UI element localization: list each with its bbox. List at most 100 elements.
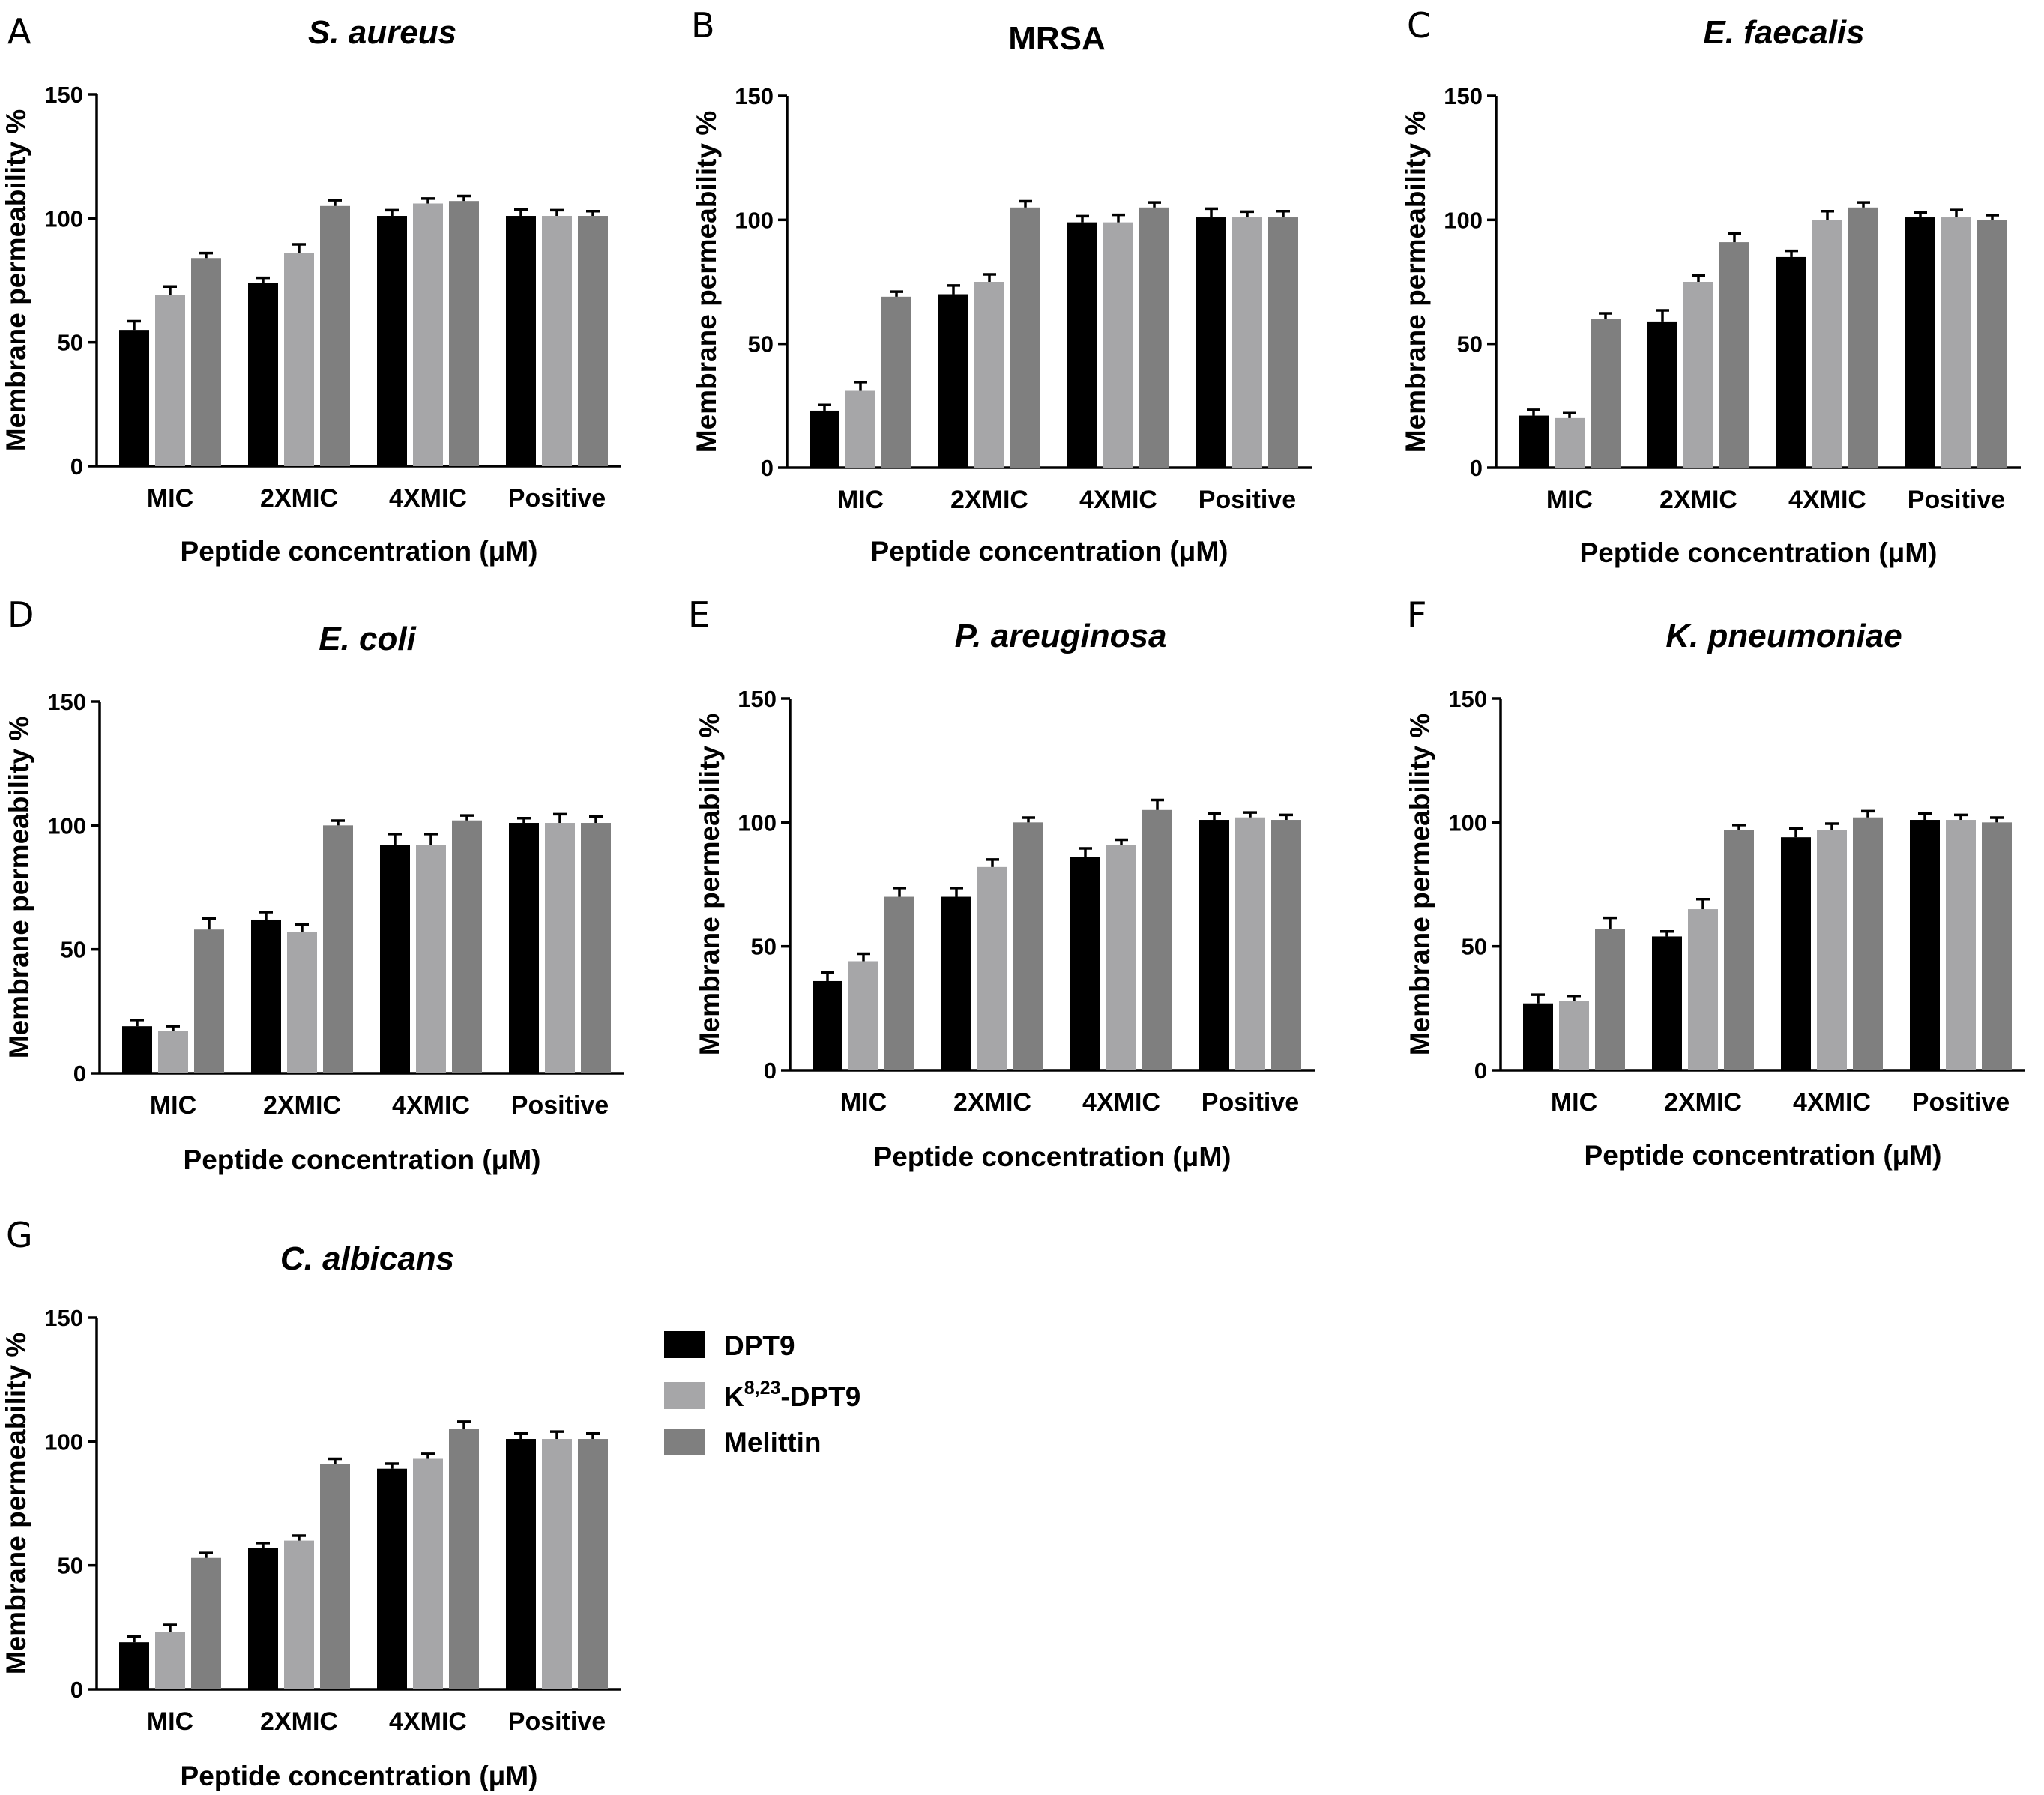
bar-melittin-4xmic	[449, 201, 479, 466]
x-tick-label: 2XMIC	[263, 1091, 341, 1120]
legend-swatch-dpt9	[664, 1331, 705, 1358]
bar-dpt9-mic	[122, 1026, 152, 1073]
bar-melittin-4xmic	[1139, 207, 1169, 468]
bar-k8-23-dpt9-mic	[1555, 417, 1585, 468]
bar-k8-23-dpt9-mic	[845, 390, 875, 468]
bar-k8-23-dpt9-positive	[1941, 217, 1971, 468]
bar-dpt9-positive	[1910, 820, 1940, 1070]
bar-melittin-positive	[1271, 820, 1301, 1070]
x-tick-label: Positive	[508, 1707, 606, 1736]
x-tick-label: MIC	[147, 484, 193, 513]
bar-k8-23-dpt9-mic	[1559, 1001, 1589, 1070]
chart-panel-f: F K. pneumoniae 0 50 100 150 Membrane permeabi…	[1405, 594, 2025, 1171]
x-axis-label: Peptide concentration (μM)	[181, 1761, 538, 1791]
chart-panel-c: C E. faecalis 0 50 100 150 Membrane permeabili…	[1400, 5, 2021, 568]
y-axis-label: Membrane permeability %	[1, 109, 31, 451]
legend-swatch-k823-dpt9	[664, 1382, 705, 1409]
x-axis-label: Peptide concentration (μM)	[1585, 1140, 1942, 1171]
x-tick-label: 2XMIC	[260, 1707, 338, 1736]
chart-panel-g: G C. albicans 0 50 100 150 Membrane permeabili…	[1, 1215, 621, 1791]
bar-melittin-2xmic	[323, 825, 353, 1073]
bar-melittin-4xmic	[1853, 817, 1883, 1070]
bar-k8-23-dpt9-2xmic	[284, 1540, 314, 1689]
bar-dpt9-positive	[1196, 217, 1226, 468]
y-tick-label: 100	[1444, 207, 1483, 233]
x-tick-label: 4XMIC	[389, 1707, 467, 1736]
bar-k8-23-dpt9-2xmic	[974, 282, 1004, 468]
y-tick-label: 50	[1462, 934, 1487, 960]
y-tick-label: 150	[1448, 686, 1487, 712]
y-tick-label: 150	[738, 686, 777, 712]
x-tick-label: MIC	[840, 1088, 887, 1117]
bar-k8-23-dpt9-positive	[1946, 820, 1976, 1070]
y-axis-label: Membrane permeability %	[694, 714, 725, 1055]
bar-melittin-4xmic	[449, 1429, 479, 1689]
y-tick-label: 50	[1457, 331, 1483, 358]
panel-letter: B	[691, 5, 715, 46]
bar-dpt9-mic	[1523, 1003, 1553, 1070]
bar-dpt9-mic	[119, 1642, 149, 1689]
panel-letter: E	[688, 594, 710, 635]
y-tick-label: 50	[58, 330, 83, 356]
legend-label-k823-sup: 8,23	[744, 1378, 781, 1399]
bar-melittin-2xmic	[1013, 822, 1043, 1070]
panel-letter: D	[7, 594, 34, 635]
chart-title: E. faecalis	[1703, 14, 1864, 51]
chart-panel-b: B MRSA 0 50 100 150 Membrane permeability % MIC…	[691, 5, 1312, 567]
x-tick-label: 4XMIC	[1079, 486, 1157, 514]
panel-letter: G	[6, 1215, 33, 1255]
legend-label-melittin: Melittin	[724, 1427, 821, 1458]
x-tick-label: Positive	[1912, 1088, 2010, 1117]
x-axis-label: Peptide concentration (μM)	[1580, 537, 1938, 568]
panel-letter: A	[7, 11, 31, 52]
x-tick-label: 2XMIC	[1659, 486, 1737, 514]
x-tick-label: 2XMIC	[953, 1088, 1031, 1117]
bar-melittin-mic	[194, 929, 224, 1073]
y-tick-label: 150	[47, 689, 86, 715]
bar-melittin-2xmic	[1724, 830, 1754, 1070]
y-tick-label: 150	[44, 82, 83, 108]
bar-k8-23-dpt9-positive	[1232, 217, 1262, 468]
y-axis-label: Membrane permeability %	[1405, 714, 1435, 1055]
bar-dpt9-4xmic	[377, 216, 407, 466]
y-tick-label: 100	[738, 809, 777, 836]
y-tick-label: 100	[47, 812, 86, 839]
x-tick-label: MIC	[1546, 486, 1593, 514]
bar-k8-23-dpt9-2xmic	[977, 866, 1007, 1070]
chart-panel-d: D E. coli 0 50 100 150 Membrane permeability %…	[4, 594, 624, 1175]
bar-k8-23-dpt9-positive	[542, 1439, 572, 1689]
bar-dpt9-4xmic	[1070, 857, 1100, 1070]
bar-k8-23-dpt9-mic	[155, 1632, 185, 1689]
bar-dpt9-4xmic	[380, 845, 410, 1073]
bar-melittin-positive	[581, 823, 611, 1073]
y-tick-label: 100	[1448, 809, 1487, 836]
x-tick-label: 4XMIC	[389, 484, 467, 513]
bar-melittin-2xmic	[320, 1464, 350, 1689]
x-tick-label: MIC	[150, 1091, 196, 1120]
bar-melittin-mic	[191, 1557, 221, 1689]
chart-panels: A S. aureus 0 50 100 150 Membrane permeability…	[1, 5, 2025, 1791]
bar-melittin-2xmic	[320, 205, 350, 466]
y-tick-label: 150	[44, 1305, 83, 1331]
y-tick-label: 100	[44, 205, 83, 232]
bar-melittin-positive	[578, 216, 608, 466]
chart-panel-a: A S. aureus 0 50 100 150 Membrane permeability…	[1, 11, 621, 567]
bar-k8-23-dpt9-positive	[545, 823, 575, 1073]
bar-dpt9-positive	[506, 1439, 536, 1689]
y-tick-label: 0	[764, 1058, 777, 1084]
x-tick-label: 4XMIC	[1793, 1088, 1871, 1117]
x-tick-label: MIC	[1551, 1088, 1597, 1117]
x-axis-label: Peptide concentration (μM)	[871, 536, 1228, 567]
bar-dpt9-mic	[813, 980, 842, 1070]
x-tick-label: 2XMIC	[260, 484, 338, 513]
legend-label-k823-main: K	[724, 1381, 744, 1412]
x-tick-label: Positive	[1908, 486, 2005, 514]
x-tick-label: 4XMIC	[392, 1091, 470, 1120]
bar-melittin-positive	[1977, 220, 2007, 468]
bar-k8-23-dpt9-2xmic	[1683, 282, 1713, 468]
bar-k8-23-dpt9-4xmic	[1817, 830, 1847, 1070]
legend-label-dpt9: DPT9	[724, 1330, 795, 1361]
chart-title: C. albicans	[280, 1240, 454, 1277]
chart-title: MRSA	[1008, 20, 1106, 57]
x-tick-label: Positive	[511, 1091, 609, 1120]
